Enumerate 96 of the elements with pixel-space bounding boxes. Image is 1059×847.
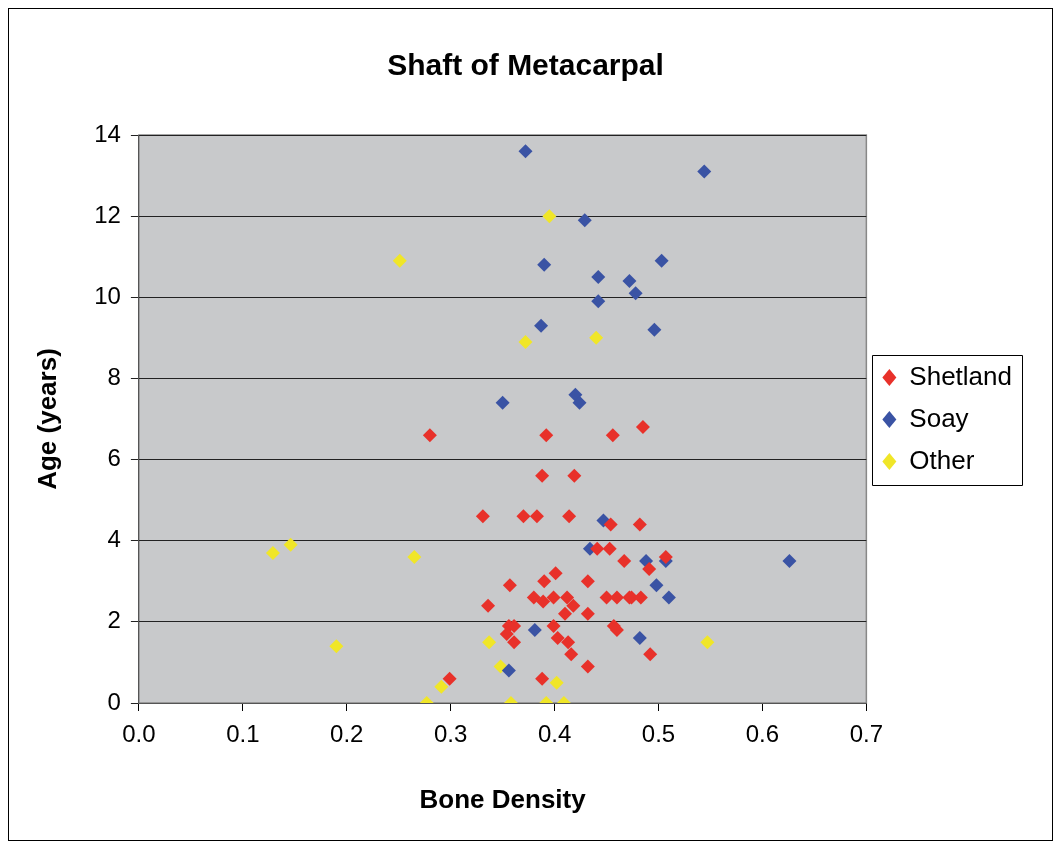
point	[392, 253, 407, 268]
x-tick-label: 0.4	[537, 720, 572, 748]
point	[557, 606, 572, 621]
y-axis-title: Age (years)	[31, 348, 62, 490]
point	[643, 647, 658, 662]
y-tick-label: 4	[107, 525, 121, 553]
point	[546, 590, 561, 605]
point	[560, 590, 575, 605]
point	[782, 554, 797, 568]
point	[567, 468, 582, 483]
y-tick-label: 6	[107, 444, 121, 472]
point	[548, 566, 563, 581]
point	[536, 594, 551, 609]
point	[590, 541, 605, 556]
point	[482, 635, 497, 650]
x-tick-label: 0.1	[226, 720, 260, 748]
x-axis-title: Bone Density	[419, 783, 587, 814]
point	[568, 387, 583, 402]
y-tick-label: 8	[107, 363, 121, 391]
chart-title: Shaft of Metacarpal	[387, 48, 664, 82]
point	[632, 517, 647, 532]
point	[549, 675, 564, 690]
point	[534, 318, 549, 333]
point	[537, 257, 552, 272]
x-tick-label: 0.3	[433, 720, 468, 748]
legend-label: Soay	[909, 402, 969, 433]
y-tick-label: 2	[107, 606, 121, 634]
point	[572, 395, 587, 410]
x-tick-label: 0.0	[122, 720, 156, 748]
legend-label: Shetland	[909, 360, 1013, 391]
point	[562, 509, 577, 524]
x-tick-label: 0.6	[745, 720, 780, 748]
point	[518, 144, 533, 159]
point	[495, 395, 510, 410]
point	[499, 627, 514, 642]
point	[283, 537, 298, 552]
point	[516, 509, 531, 524]
point	[529, 509, 544, 524]
point	[649, 578, 664, 593]
point	[658, 549, 673, 564]
point	[493, 659, 508, 674]
point	[591, 294, 606, 309]
point	[535, 671, 550, 686]
point	[566, 598, 581, 613]
point	[546, 618, 561, 633]
point	[564, 647, 579, 662]
point	[603, 517, 618, 532]
y-tick-label: 14	[94, 119, 121, 147]
point	[501, 663, 516, 678]
point	[550, 631, 565, 646]
point	[561, 635, 576, 650]
x-tick-label: 0.7	[849, 720, 884, 748]
point	[628, 286, 643, 301]
point	[622, 274, 637, 289]
point	[700, 635, 715, 650]
point	[589, 330, 604, 345]
point	[591, 270, 606, 284]
point	[661, 590, 676, 605]
point	[537, 574, 552, 589]
x-tick-label: 0.5	[641, 720, 676, 748]
point	[542, 209, 557, 224]
point	[635, 420, 650, 435]
legend-label: Other	[909, 444, 975, 475]
point	[580, 574, 595, 589]
point	[526, 590, 541, 605]
y-tick-label: 10	[94, 281, 121, 309]
point	[642, 562, 657, 577]
point	[654, 253, 669, 268]
point	[502, 578, 517, 593]
point	[617, 554, 632, 568]
point	[605, 428, 620, 443]
point	[265, 545, 280, 560]
point	[602, 541, 617, 556]
point	[599, 590, 614, 605]
point	[632, 631, 647, 646]
point	[518, 334, 533, 349]
point	[434, 679, 449, 694]
y-tick-label: 0	[107, 687, 121, 715]
y-tick-label: 12	[94, 200, 121, 228]
point	[609, 590, 624, 605]
point	[647, 322, 662, 337]
point	[422, 428, 437, 443]
x-tick-label: 0.2	[330, 720, 364, 748]
point	[475, 509, 490, 524]
point	[329, 639, 344, 654]
point	[535, 468, 550, 483]
point	[481, 598, 496, 613]
point	[539, 428, 554, 443]
point	[580, 606, 595, 621]
point	[407, 549, 422, 564]
point	[577, 213, 592, 228]
point	[507, 635, 522, 650]
point	[442, 671, 457, 686]
point	[697, 164, 712, 179]
point	[580, 659, 595, 674]
point	[527, 622, 542, 637]
